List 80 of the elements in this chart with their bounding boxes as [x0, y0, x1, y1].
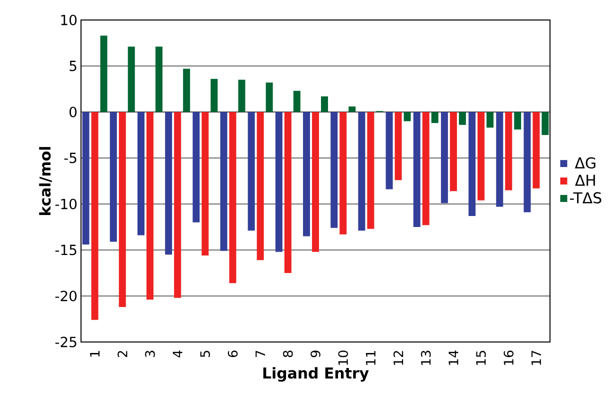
bar	[468, 112, 476, 216]
y-tick-label: -20	[55, 290, 77, 302]
bar	[137, 112, 144, 236]
y-tick-label: -10	[55, 198, 77, 210]
bar	[128, 46, 135, 112]
y-axis-title: kcal/mol	[39, 147, 52, 215]
y-tick-label: 0	[70, 106, 77, 118]
bar	[340, 112, 347, 234]
bar	[303, 112, 310, 236]
x-tick-label: 9	[310, 350, 320, 358]
x-tick-label: 1	[90, 350, 100, 357]
x-tick-label: 2	[118, 351, 128, 358]
bar	[532, 112, 540, 188]
bar	[110, 112, 117, 242]
bar	[248, 112, 255, 231]
bar	[348, 106, 356, 112]
bar	[394, 112, 402, 180]
x-tick-label: 5	[200, 350, 210, 358]
bar	[146, 112, 154, 300]
bar	[293, 90, 300, 112]
bar	[174, 112, 182, 298]
bar	[256, 112, 264, 260]
bar	[275, 112, 282, 252]
bar	[100, 36, 108, 112]
y-tick-label: -5	[64, 152, 76, 164]
bar	[183, 68, 190, 112]
x-tick-label: 13	[420, 350, 431, 365]
bar	[118, 112, 126, 308]
bar	[422, 112, 430, 226]
bar	[220, 112, 228, 251]
bar	[404, 112, 411, 122]
x-tick-label: 17	[531, 350, 541, 365]
bar	[450, 112, 457, 192]
x-tick-label: 12	[393, 351, 404, 365]
bar	[496, 112, 504, 207]
bar	[458, 112, 466, 125]
x-tick-label: 7	[256, 350, 266, 357]
x-tick-label: 8	[283, 350, 293, 358]
y-tick-label: 5	[70, 60, 76, 72]
bar	[505, 112, 512, 190]
x-tick-label: 3	[145, 350, 155, 358]
bar	[386, 112, 393, 190]
x-tick-label: 14	[448, 350, 458, 365]
bar	[82, 112, 90, 244]
bar	[478, 112, 485, 200]
bar	[266, 82, 273, 112]
bar	[320, 96, 328, 112]
x-tick-label: 10	[338, 350, 348, 365]
legend-label: ΔH	[575, 174, 595, 186]
y-tick-label: 10	[61, 14, 77, 26]
x-tick-label: 11	[366, 350, 376, 365]
bar	[238, 80, 246, 112]
bar	[358, 112, 366, 231]
bar	[514, 112, 522, 130]
x-tick-label: 15	[476, 350, 486, 365]
legend-label: ΔG	[574, 157, 596, 169]
bar	[312, 112, 320, 252]
bar	[155, 46, 162, 112]
x-tick-label: 6	[228, 350, 238, 358]
y-tick-label: -15	[55, 244, 76, 256]
x-tick-label: 4	[172, 350, 182, 358]
bar	[91, 112, 98, 320]
bar	[524, 112, 531, 212]
bar	[284, 112, 292, 273]
bar	[367, 112, 374, 229]
bar	[210, 78, 218, 112]
x-axis-title: Ligand Entry	[263, 367, 369, 382]
bar	[202, 112, 209, 256]
bar	[431, 112, 438, 124]
bar	[229, 112, 236, 284]
bar	[192, 112, 200, 222]
bar	[330, 112, 338, 228]
bar	[440, 112, 448, 204]
bar	[486, 112, 494, 128]
bar	[542, 112, 549, 135]
bar	[413, 112, 420, 227]
x-tick-label: 16	[504, 350, 514, 365]
bar	[165, 112, 172, 255]
y-tick-label: -25	[55, 336, 76, 348]
legend-label: -TΔS	[570, 192, 602, 204]
